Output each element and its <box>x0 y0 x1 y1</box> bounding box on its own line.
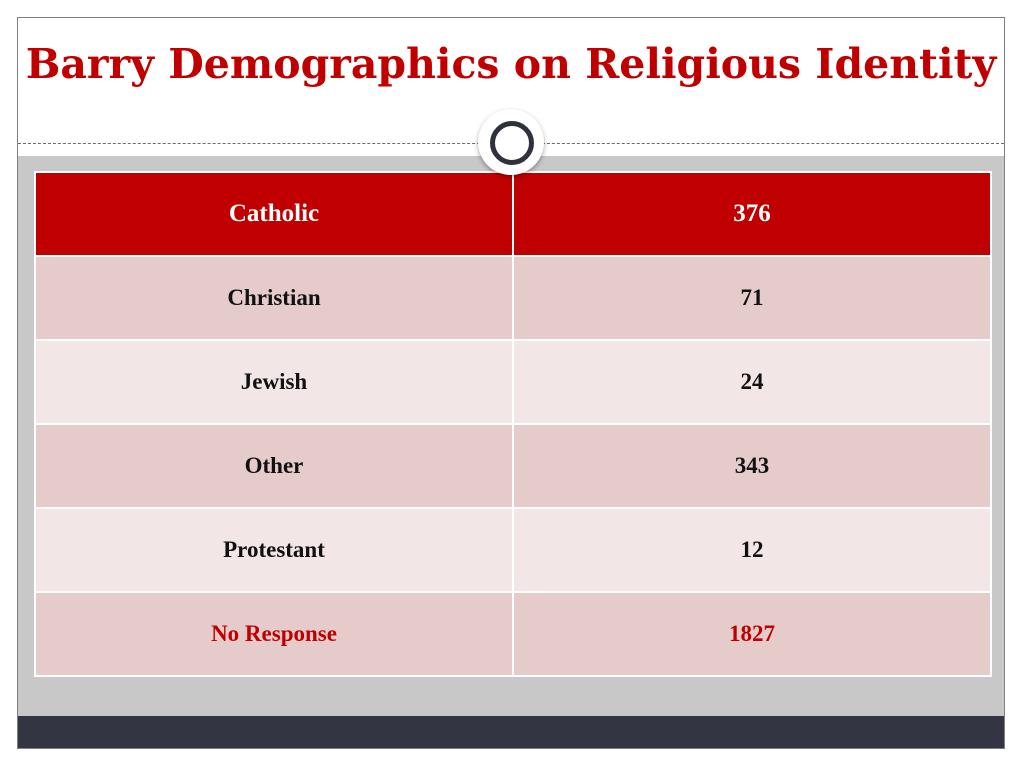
row-value-cell: 71 <box>512 255 992 341</box>
table-row-no-response: No Response 1827 <box>34 591 992 677</box>
footer-bar <box>18 716 1004 748</box>
table-row: Christian 71 <box>34 255 992 341</box>
row-value-cell: 12 <box>512 507 992 593</box>
circle-ornament-icon <box>478 109 544 175</box>
row-label-cell: Protestant <box>34 507 514 593</box>
row-value-cell: 343 <box>512 423 992 509</box>
religion-table: Catholic 376 Christian 71 Jewish 24 Othe… <box>34 171 992 677</box>
ring-icon <box>490 121 534 165</box>
row-value-cell: 24 <box>512 339 992 425</box>
slide: Barry Demographics on Religious Identity… <box>17 17 1005 749</box>
row-value-cell: 1827 <box>512 591 992 677</box>
row-label-cell: Christian <box>34 255 514 341</box>
row-label-cell: Jewish <box>34 339 514 425</box>
row-label-cell: No Response <box>34 591 514 677</box>
row-label-cell: Other <box>34 423 514 509</box>
header-value-cell: 376 <box>512 171 992 257</box>
header-label-cell: Catholic <box>34 171 514 257</box>
table-row: Protestant 12 <box>34 507 992 593</box>
table-row: Jewish 24 <box>34 339 992 425</box>
table-row: Other 343 <box>34 423 992 509</box>
table-header-row: Catholic 376 <box>34 171 992 257</box>
slide-title: Barry Demographics on Religious Identity <box>25 40 997 88</box>
